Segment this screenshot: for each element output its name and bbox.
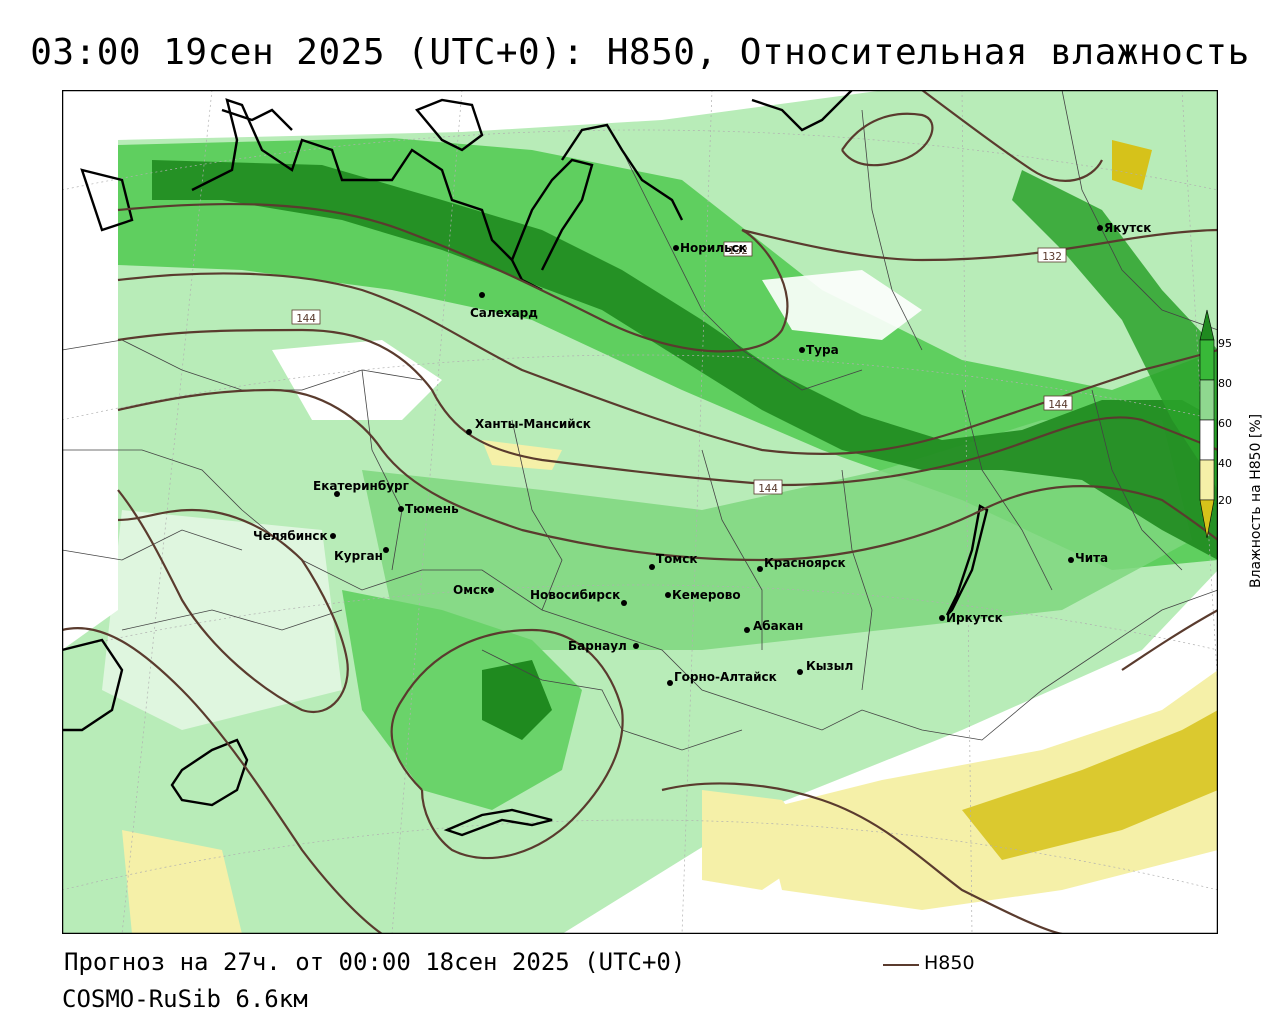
svg-text:Барнаул: Барнаул: [568, 639, 627, 653]
city-kurgan: Курган: [334, 547, 389, 563]
model-name: COSMO-RuSib 6.6км: [62, 985, 308, 1013]
svg-text:132: 132: [728, 244, 748, 257]
svg-text:Чита: Чита: [1075, 551, 1108, 565]
humidity-colorbar: 95 80 60 40 20 Влажность на H850 [%]: [1199, 309, 1264, 588]
colorbar-title: Влажность на H850 [%]: [1248, 414, 1264, 588]
svg-text:Екатеринбург: Екатеринбург: [313, 479, 409, 493]
humidity-field-dry-southeast-core: [962, 710, 1218, 860]
city-norilsk: Норильск: [673, 241, 747, 255]
city-kyzyl: Кызыл: [797, 659, 853, 675]
aral-sea: [170, 738, 249, 807]
city-tyumen: Тюмень: [398, 502, 459, 516]
city-khanty-mansiysk: Ханты-Мансийск: [466, 417, 591, 435]
svg-text:Норильск: Норильск: [680, 241, 747, 255]
svg-text:Иркутск: Иркутск: [946, 611, 1003, 625]
map-title: 03:00 19сен 2025 (UTC+0): H850, Относите…: [30, 32, 1250, 73]
colorbar-tick: 60: [1218, 417, 1232, 430]
city-tomsk: Томск: [649, 552, 698, 570]
svg-text:Ханты-Мансийск: Ханты-Мансийск: [475, 417, 591, 431]
svg-text:Тюмень: Тюмень: [405, 502, 459, 516]
svg-text:144: 144: [1048, 398, 1068, 411]
humidity-field-white-1: [272, 340, 442, 420]
svg-text:144: 144: [296, 312, 316, 325]
humidity-field-dry-southeast: [762, 670, 1218, 910]
svg-text:Кызыл: Кызыл: [806, 659, 853, 673]
city-chelyabinsk: Челябинск: [253, 529, 336, 543]
map-frame: [62, 90, 1218, 934]
svg-text:Томск: Томск: [656, 552, 698, 566]
svg-text:Новосибирск: Новосибирск: [530, 588, 620, 602]
city-omsk: Омск: [453, 583, 494, 597]
humidity-field-dry-southwest: [122, 830, 242, 934]
legend-line-label: H850: [924, 952, 975, 974]
humidity-field-white-2: [762, 270, 922, 340]
colorbar-tick: 20: [1218, 494, 1232, 507]
humidity-field-mid-central: [362, 420, 1192, 650]
isoline-label: 132: [723, 241, 753, 257]
svg-text:Салехард: Салехард: [470, 306, 538, 320]
humidity-field-white-3: [62, 90, 118, 420]
svg-text:Абакан: Абакан: [753, 619, 803, 633]
svg-text:144: 144: [758, 482, 778, 495]
isoline-labels: 132 132 144 144 144: [291, 241, 1073, 495]
cities: Норильск Якутск Салехард Тура Ханты-Манс…: [253, 221, 1151, 686]
h850-isolines: [62, 90, 1218, 934]
colorbar-cap-bottom: [1199, 499, 1215, 539]
svg-text:Челябинск: Челябинск: [253, 529, 328, 543]
colorbar-segment-60: [1199, 419, 1215, 461]
humidity-field-dry-small-2: [1112, 140, 1152, 190]
colorbar-tick: 40: [1218, 457, 1232, 470]
city-kemerovo: Кемерово: [665, 588, 741, 602]
colorbar-segment-80: [1199, 379, 1215, 421]
svg-text:Якутск: Якутск: [1104, 221, 1151, 235]
city-irkutsk: Иркутск: [939, 611, 1003, 625]
colorbar-cap-top: [1199, 309, 1215, 341]
humidity-field-dry-south: [702, 790, 822, 890]
humidity-field-dark-blob: [482, 660, 552, 740]
city-gorno-altaysk: Горно-Алтайск: [667, 670, 777, 686]
colorbar-segment-40: [1199, 459, 1215, 501]
isoline-label: 144: [753, 479, 783, 495]
svg-text:132: 132: [1042, 250, 1062, 263]
legend-line-swatch: [883, 964, 919, 966]
colorbar-segment-95: [1199, 339, 1215, 381]
balkhash-lake: [443, 808, 553, 837]
city-barnaul: Барнаул: [568, 639, 639, 653]
humidity-field-white-4: [102, 510, 342, 730]
city-salekhard: Салехард: [470, 292, 538, 320]
isoline-label: 144: [1043, 395, 1073, 411]
svg-text:Горно-Алтайск: Горно-Алтайск: [674, 670, 777, 684]
forecast-info: Прогноз на 27ч. от 00:00 18сен 2025 (UTC…: [64, 948, 686, 976]
city-yakutsk: Якутск: [1097, 221, 1151, 235]
city-novosibirsk: Новосибирск: [530, 588, 627, 606]
baikal-lake: [945, 504, 989, 616]
humidity-field-dark-band: [152, 160, 1218, 560]
isoline-label: 144: [291, 309, 321, 325]
svg-text:Омск: Омск: [453, 583, 488, 597]
humidity-map: 132 132 144 144 144 Норильск Якутск: [62, 90, 1218, 934]
svg-text:Курган: Курган: [334, 549, 383, 563]
svg-text:Кемерово: Кемерово: [672, 588, 741, 602]
svg-text:Красноярск: Красноярск: [764, 556, 846, 570]
coastlines: [62, 90, 989, 837]
humidity-field-mid-south: [342, 590, 582, 810]
svg-text:Тура: Тура: [806, 343, 839, 357]
city-chita: Чита: [1068, 551, 1108, 565]
colorbar-tick: 95: [1218, 337, 1232, 350]
city-abakan: Абакан: [744, 619, 803, 633]
city-yekaterinburg: Екатеринбург: [313, 479, 409, 497]
isoline-label: 132: [1037, 247, 1067, 263]
city-krasnoyarsk: Красноярск: [757, 556, 846, 572]
colorbar-tick: 80: [1218, 377, 1232, 390]
city-tura: Тура: [799, 343, 839, 357]
